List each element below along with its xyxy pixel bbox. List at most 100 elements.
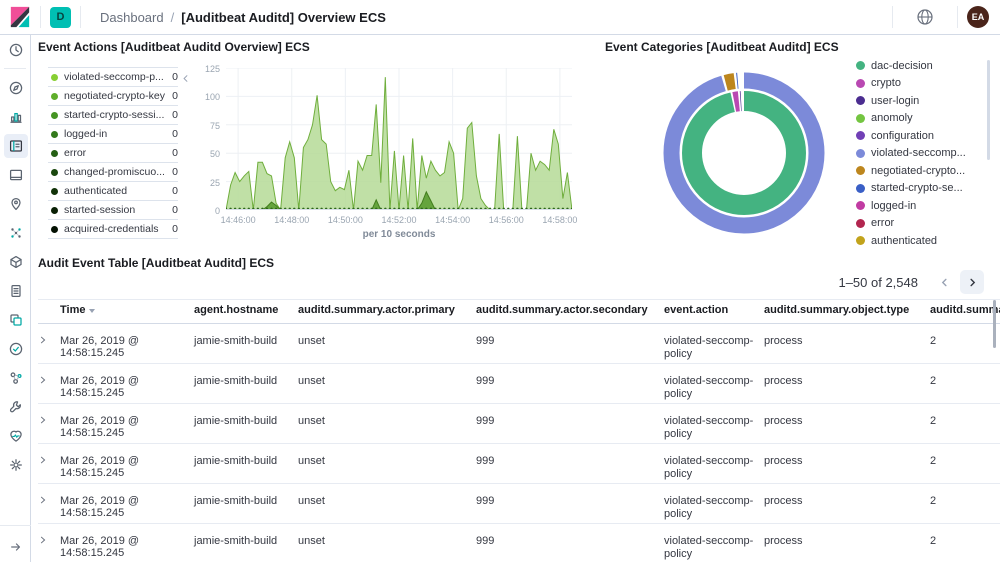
sidebar-item-uptime[interactable] <box>0 334 31 363</box>
legend-scrollbar[interactable] <box>987 60 990 160</box>
sidebar-item-machine-learning[interactable] <box>0 218 31 247</box>
legend-item[interactable]: dac-decision <box>856 57 984 75</box>
table-row: Mar 26, 2019 @ 14:58:15.245 jamie-smith-… <box>38 483 1000 524</box>
legend-item-label: error <box>64 147 87 159</box>
sidebar-item-visualize[interactable] <box>0 102 31 131</box>
pagination-prev-button[interactable] <box>932 270 956 294</box>
row-expand-button[interactable] <box>38 523 60 562</box>
column-header[interactable]: auditd.summary.actor.secondary <box>476 299 664 324</box>
cell-time: Mar 26, 2019 @ 14:58:15.245 <box>60 323 194 364</box>
y-axis-tick-label: 75 <box>209 120 220 131</box>
sidebar-item-monitoring[interactable] <box>0 421 31 450</box>
legend-item[interactable]: user-login <box>856 92 984 110</box>
table-row: Mar 26, 2019 @ 14:58:15.245 jamie-smith-… <box>38 363 1000 404</box>
legend-item[interactable]: error 0 <box>48 144 178 163</box>
sidebar-item-discover[interactable] <box>0 73 31 102</box>
sidebar-item-apm[interactable] <box>0 305 31 334</box>
sidebar-item-recently-viewed[interactable] <box>0 35 31 64</box>
sidebar-item-dev-tools[interactable] <box>0 392 31 421</box>
sidebar-item-dashboard[interactable] <box>0 131 31 160</box>
legend-item[interactable]: started-session 0 <box>48 201 178 220</box>
cell-object-type: process <box>764 443 930 484</box>
legend-color-dot <box>856 166 865 176</box>
sidebar-expand-button[interactable] <box>0 540 31 554</box>
event-actions-area-chart[interactable] <box>226 68 572 210</box>
legend-item[interactable]: violated-seccomp-p... 0 <box>48 68 178 87</box>
legend-item-value: 0 <box>172 223 178 235</box>
row-expand-button[interactable] <box>38 323 60 364</box>
row-expand-button[interactable] <box>38 483 60 524</box>
legend-item[interactable]: configuration <box>856 127 984 145</box>
kibana-logo-icon[interactable] <box>9 6 31 28</box>
legend-item[interactable]: authenticated 0 <box>48 182 178 201</box>
column-header[interactable]: auditd.summary <box>930 299 1000 324</box>
chevron-right-icon <box>40 496 46 504</box>
breadcrumb-dashboard[interactable]: Dashboard <box>100 9 164 25</box>
column-header[interactable]: auditd.summary.actor.primary <box>298 299 476 324</box>
cell-event-action: violated-seccomp-policy <box>664 403 764 444</box>
sidebar-item-management[interactable] <box>0 450 31 479</box>
legend-item[interactable]: anomoly <box>856 110 984 128</box>
cell-actor-primary: unset <box>298 363 476 404</box>
legend-item-label: negotiated-crypto... <box>871 164 966 177</box>
monitoring-icon <box>9 430 22 442</box>
x-axis-tick-label: 14:58:00 <box>542 215 578 225</box>
column-header[interactable]: agent.hostname <box>194 299 298 324</box>
row-expand-button[interactable] <box>38 443 60 484</box>
sidebar-item-canvas[interactable] <box>0 160 31 189</box>
legend-item[interactable]: started-crypto-se... <box>856 180 984 198</box>
legend-item[interactable]: error <box>856 215 984 233</box>
legend-item[interactable]: changed-promiscuo... 0 <box>48 163 178 182</box>
apm-icon <box>9 313 22 326</box>
legend-item[interactable]: violated-seccomp... <box>856 145 984 163</box>
row-expand-button[interactable] <box>38 403 60 444</box>
chevron-left-icon <box>183 75 188 82</box>
legend-item-label: changed-promiscuo... <box>64 166 165 178</box>
sidebar-item-logs[interactable] <box>0 276 31 305</box>
pagination-next-button[interactable] <box>960 270 984 294</box>
legend-item[interactable]: authenticated <box>856 232 984 250</box>
sidebar-item-maps[interactable] <box>0 189 31 218</box>
legend-item-label: started-crypto-sessi... <box>64 109 165 121</box>
user-avatar[interactable]: EA <box>967 6 989 28</box>
column-header[interactable]: auditd.summary.object.type <box>764 299 930 324</box>
legend-item[interactable]: negotiated-crypto... <box>856 162 984 180</box>
legend-item[interactable]: negotiated-crypto-key 0 <box>48 87 178 106</box>
cell-actor-primary: unset <box>298 403 476 444</box>
help-icon[interactable] <box>916 8 934 26</box>
legend-item[interactable]: logged-in 0 <box>48 125 178 144</box>
legend-item-label: acquired-credentials <box>64 223 159 235</box>
event-categories-donut-chart[interactable] <box>662 71 826 235</box>
legend-collapse-button[interactable] <box>181 70 190 88</box>
legend-item-label: violated-seccomp... <box>871 147 966 160</box>
event-categories-panel-title: Event Categories [Auditbeat Auditd] ECS <box>605 40 839 54</box>
space-badge[interactable]: D <box>50 6 71 28</box>
sidebar-item-infrastructure[interactable] <box>0 247 31 276</box>
legend-item[interactable]: crypto <box>856 75 984 93</box>
cell-object-type: process <box>764 323 930 364</box>
cell-time: Mar 26, 2019 @ 14:58:15.245 <box>60 363 194 404</box>
legend-color-dot <box>51 187 58 195</box>
legend-item-value: 0 <box>172 128 178 140</box>
legend-item[interactable]: logged-in <box>856 197 984 215</box>
row-expand-button[interactable] <box>38 363 60 404</box>
sidebar-item-graph[interactable] <box>0 363 31 392</box>
table-scrollbar[interactable] <box>993 300 996 348</box>
column-header[interactable]: Time <box>60 299 194 324</box>
cell-actor-secondary: 999 <box>476 323 664 364</box>
donut-slice-dac-decision[interactable] <box>682 91 806 215</box>
cell-summary: 2 <box>930 523 1000 562</box>
legend-color-dot <box>856 218 865 228</box>
cell-hostname: jamie-smith-build <box>194 363 298 404</box>
canvas-icon <box>9 169 22 180</box>
donut-slice-violated-seccomp-policy[interactable] <box>663 72 825 234</box>
legend-color-dot <box>51 92 58 100</box>
legend-color-dot <box>51 168 58 176</box>
cell-event-action: violated-seccomp-policy <box>664 483 764 524</box>
y-axis-tick-label: 100 <box>204 92 220 103</box>
legend-item[interactable]: acquired-credentials 0 <box>48 220 178 239</box>
legend-item[interactable]: started-crypto-sessi... 0 <box>48 106 178 125</box>
cell-actor-primary: unset <box>298 523 476 562</box>
legend-color-dot <box>856 148 865 158</box>
column-header[interactable]: event.action <box>664 299 764 324</box>
